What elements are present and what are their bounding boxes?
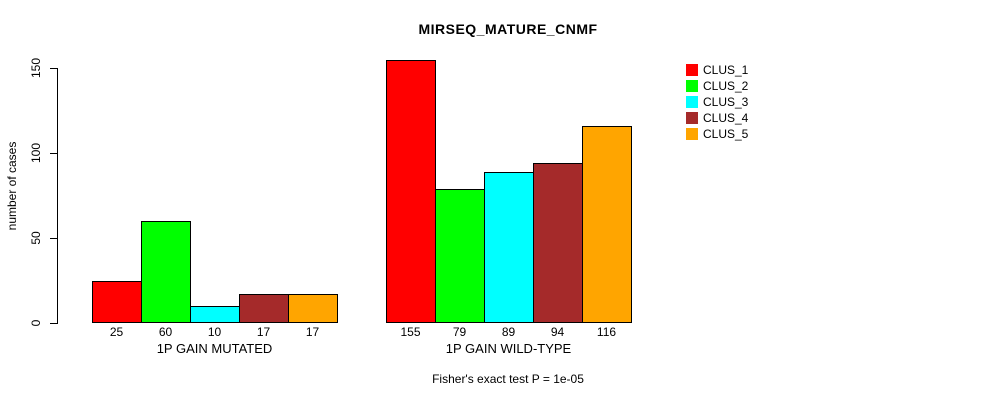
legend-swatch (686, 80, 698, 92)
y-tick-mark (50, 68, 58, 69)
x-group-label: 1P GAIN WILD-TYPE (445, 341, 572, 356)
legend-item: CLUS_3 (686, 94, 748, 110)
y-tick-label: 150 (29, 57, 43, 79)
bar-clus_4 (533, 163, 583, 323)
bar-clus_1 (386, 59, 436, 323)
bar-clus_1 (92, 280, 142, 323)
legend-label: CLUS_1 (703, 63, 749, 77)
legend-item: CLUS_4 (686, 110, 748, 126)
bar-clus_5 (582, 125, 632, 323)
bar-clus_3 (190, 306, 240, 323)
legend-item: CLUS_5 (686, 126, 748, 142)
bar-value-label: 89 (501, 325, 516, 339)
chart-title: MIRSEQ_MATURE_CNMF (418, 21, 598, 37)
y-tick-mark (50, 323, 58, 324)
bar-value-label: 10 (207, 325, 222, 339)
bar-value-label: 155 (400, 325, 421, 339)
y-tick-label: 0 (29, 319, 43, 327)
bar-value-label: 17 (305, 325, 320, 339)
bar-clus_3 (484, 171, 534, 323)
bar-clus_2 (435, 188, 485, 323)
bar-clus_5 (288, 294, 338, 323)
legend-swatch (686, 96, 698, 108)
legend-label: CLUS_3 (703, 95, 749, 109)
bar-clus_2 (141, 221, 191, 323)
bar-value-label: 25 (109, 325, 124, 339)
legend-item: CLUS_2 (686, 78, 748, 94)
legend-swatch (686, 64, 698, 76)
legend: CLUS_1 CLUS_2 CLUS_3 CLUS_4 CLUS_5 (686, 62, 748, 142)
y-axis-label: number of cases (5, 141, 19, 231)
bar-clus_4 (239, 294, 289, 323)
y-tick-mark (50, 238, 58, 239)
legend-swatch (686, 128, 698, 140)
y-axis-line (57, 68, 58, 324)
y-tick-label: 100 (29, 142, 43, 164)
bar-value-label: 17 (256, 325, 271, 339)
legend-swatch (686, 112, 698, 124)
bar-value-label: 116 (596, 325, 617, 339)
y-tick-mark (50, 153, 58, 154)
bar-value-label: 60 (158, 325, 173, 339)
legend-item: CLUS_1 (686, 62, 748, 78)
legend-label: CLUS_5 (703, 127, 749, 141)
bar-value-label: 94 (550, 325, 565, 339)
y-tick-label: 50 (29, 231, 43, 245)
annotation-text: Fisher's exact test P = 1e-05 (432, 372, 584, 386)
bar-value-label: 79 (452, 325, 467, 339)
x-group-label: 1P GAIN MUTATED (156, 341, 273, 356)
legend-label: CLUS_4 (703, 111, 749, 125)
legend-label: CLUS_2 (703, 79, 749, 93)
